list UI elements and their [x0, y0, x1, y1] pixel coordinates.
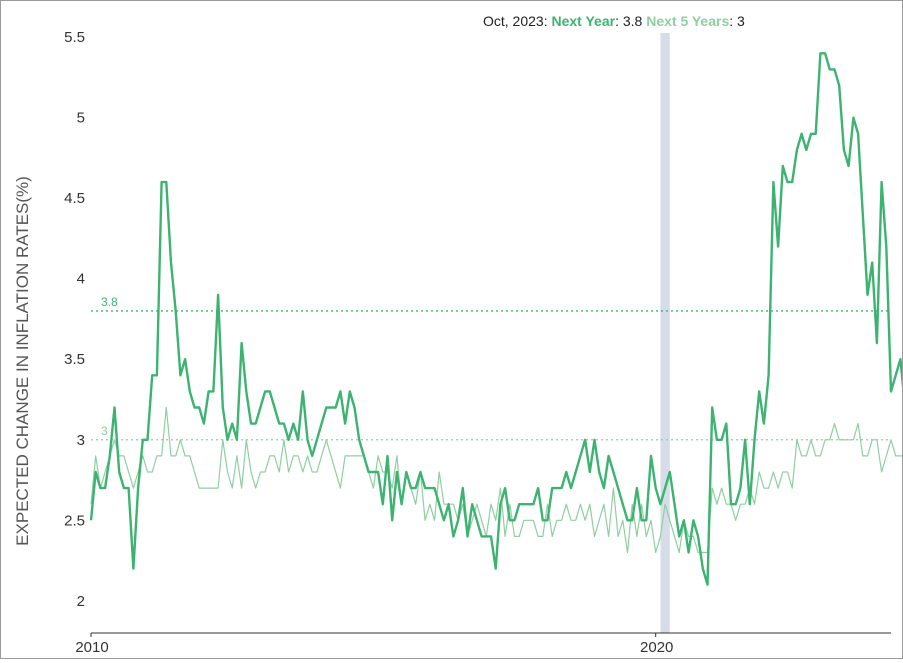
reference-label-3.8: 3.8 — [101, 295, 118, 309]
y-tick-label: 2 — [77, 593, 85, 610]
y-axis-label: EXPECTED CHANGE IN INFLATION RATES(%) — [13, 176, 32, 546]
chart-legend: Oct, 2023: Next Year: 3.8 Next 5 Years: … — [483, 13, 745, 29]
series-next-year-line — [89, 52, 903, 586]
y-tick-label: 5.5 — [64, 29, 85, 46]
y-tick-label: 4.5 — [64, 190, 85, 207]
legend-next-year-label: Next Year — [551, 13, 616, 29]
y-tick-label: 3.5 — [64, 351, 85, 368]
y-tick-label: 4 — [77, 271, 85, 288]
x-tick-label: 2010 — [75, 639, 108, 656]
legend-date: Oct, 2023 — [483, 13, 544, 29]
y-tick-label: 2.5 — [64, 512, 85, 529]
series-next-5-years-line — [90, 406, 903, 554]
legend-separator: : — [543, 13, 552, 29]
legend-next5-value: 3 — [737, 13, 745, 29]
y-tick-label: 5 — [77, 110, 85, 127]
legend-next5-label: Next 5 Years — [646, 13, 730, 29]
reference-label-3: 3 — [101, 424, 108, 438]
x-tick-label: 2020 — [640, 639, 673, 656]
legend-next-year-value: 3.8 — [622, 13, 643, 29]
y-tick-label: 3 — [77, 432, 85, 449]
recession-band — [660, 33, 670, 633]
